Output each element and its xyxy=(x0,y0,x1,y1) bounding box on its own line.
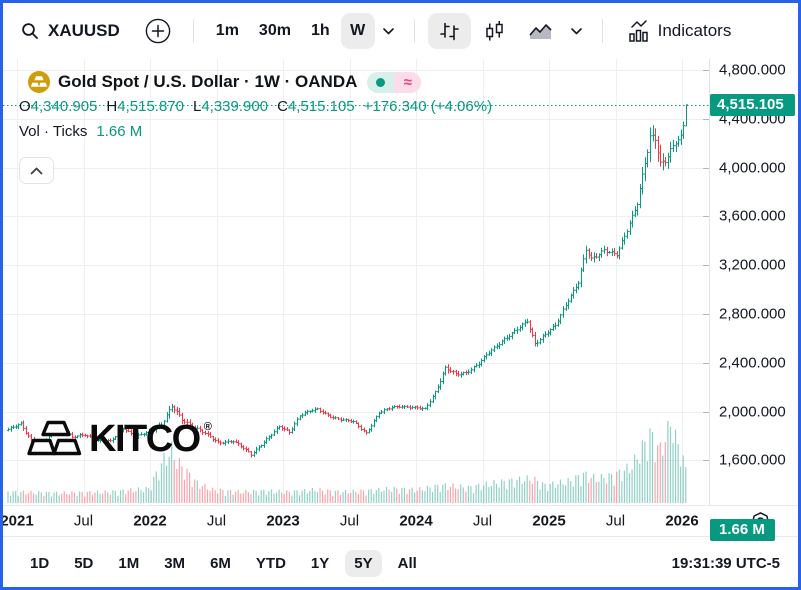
range-5y-button[interactable]: 5Y xyxy=(345,549,382,577)
time-axis-label: Jul xyxy=(472,512,493,530)
toolbar-separator xyxy=(601,19,603,43)
kitco-logo-text: KITCO xyxy=(89,417,201,460)
search-icon xyxy=(21,22,39,40)
price-axis-label: 2,000.000 xyxy=(719,403,786,421)
clock-label: 19:31:39 UTC-5 xyxy=(671,554,780,572)
bars-chart-icon xyxy=(437,19,462,44)
time-axis-label: 2025 xyxy=(532,512,566,530)
time-axis-label: 2023 xyxy=(266,512,300,530)
price-axis-label: 4,800.000 xyxy=(719,61,786,79)
interval-1w-button[interactable]: W xyxy=(340,13,375,49)
chart-area[interactable]: Gold Spot / U.S. Dollar · 1W · OANDA ≈ O… xyxy=(3,59,798,541)
price-axis-label: 2,400.000 xyxy=(719,354,786,372)
current-price-badge: 4,515.105 xyxy=(710,93,795,116)
area-chart-icon xyxy=(527,20,554,42)
market-status-pills: ≈ xyxy=(367,71,422,93)
range-ytd-button[interactable]: YTD xyxy=(247,550,295,577)
price-axis-label: 2,800.000 xyxy=(719,305,786,323)
time-axis-label: 2026 xyxy=(665,512,699,530)
chevron-up-icon xyxy=(30,167,43,175)
kitco-goldbars-icon xyxy=(27,419,85,458)
kitco-watermark: KITCO ® xyxy=(27,419,212,458)
time-axis-label: 2021 xyxy=(3,512,34,530)
high-value: H4,515.870 xyxy=(106,98,184,115)
indicators-label: Indicators xyxy=(657,21,732,40)
chart-type-menu-button[interactable] xyxy=(565,13,589,49)
interval-menu-button[interactable] xyxy=(377,13,401,49)
price-axis-label: 3,200.000 xyxy=(719,256,786,274)
time-axis[interactable]: 2021 Jul 2022 Jul 2023 Jul 2024 Jul 2025 Jul 2026 xyxy=(3,505,798,536)
gold-symbol-icon xyxy=(28,71,50,93)
chart-legend: Gold Spot / U.S. Dollar · 1W · OANDA ≈ O… xyxy=(19,71,492,184)
market-status-pill[interactable] xyxy=(367,71,395,93)
compare-add-button[interactable] xyxy=(136,13,180,49)
chevron-down-icon xyxy=(571,27,582,35)
chart-type-candles-button[interactable] xyxy=(473,13,516,49)
time-axis-label: 2022 xyxy=(133,512,167,530)
collapse-pane-button[interactable] xyxy=(19,157,54,184)
range-3m-button[interactable]: 3M xyxy=(155,550,194,577)
candles-chart-icon xyxy=(482,19,507,44)
chart-type-area-button[interactable] xyxy=(518,13,563,49)
time-axis-label: Jul xyxy=(605,512,626,530)
approx-icon: ≈ xyxy=(403,73,412,91)
range-1y-button[interactable]: 1Y xyxy=(302,550,338,577)
time-axis-label: Jul xyxy=(73,512,94,530)
market-open-dot-icon xyxy=(376,77,386,87)
toolbar-separator xyxy=(192,19,194,43)
change-value: +176.340 (+4.06%) xyxy=(363,98,493,115)
symbol-label: XAUUSD xyxy=(48,21,120,40)
volume-value: 1.66 M xyxy=(96,123,143,140)
range-6m-button[interactable]: 6M xyxy=(201,550,240,577)
volume-row: Vol · Ticks 1.66 M xyxy=(19,123,492,140)
time-axis-label: Jul xyxy=(339,512,360,530)
range-1m-button[interactable]: 1M xyxy=(109,550,148,577)
price-axis-label: 3,600.000 xyxy=(719,207,786,225)
volume-badge: 1.66 M xyxy=(710,519,775,541)
interval-1h-button[interactable]: 1h xyxy=(302,13,339,49)
price-chart-canvas[interactable] xyxy=(3,59,710,505)
toolbar-separator xyxy=(413,19,415,43)
low-value: L4,339.900 xyxy=(192,98,269,115)
symbol-title: Gold Spot / U.S. Dollar · 1W · OANDA xyxy=(58,72,358,91)
symbol-info-row[interactable]: Gold Spot / U.S. Dollar · 1W · OANDA ≈ xyxy=(19,71,492,93)
bottom-toolbar: 1D 5D 1M 3M 6M YTD 1Y 5Y All 19:31:39 UTC-5 xyxy=(3,536,798,587)
range-all-button[interactable]: All xyxy=(389,550,426,577)
top-toolbar: XAUUSD 1m 30m 1h W xyxy=(3,3,798,59)
price-axis-label: 4,000.000 xyxy=(719,159,786,177)
open-value: O4,340.905 xyxy=(19,98,98,115)
time-axis-label: 2024 xyxy=(399,512,433,530)
delayed-data-pill[interactable]: ≈ xyxy=(394,71,422,93)
interval-1m-button[interactable]: 1m xyxy=(207,13,248,49)
interval-30m-button[interactable]: 30m xyxy=(250,13,300,49)
chart-type-bars-button[interactable] xyxy=(427,13,471,49)
indicators-button[interactable]: Indicators xyxy=(616,13,741,49)
range-1d-button[interactable]: 1D xyxy=(21,550,58,577)
range-5d-button[interactable]: 5D xyxy=(65,550,102,577)
time-axis-label: Jul xyxy=(206,512,227,530)
indicators-icon xyxy=(625,19,652,44)
close-value: C4,515.105 xyxy=(277,98,355,115)
chevron-down-icon xyxy=(383,27,394,35)
registered-mark: ® xyxy=(203,421,212,433)
price-axis[interactable]: 4,800.000 4,400.000 4,000.000 3,600.000 3,20… xyxy=(709,59,798,541)
symbol-search-button[interactable]: XAUUSD xyxy=(15,13,126,49)
price-axis-label: 1,600.000 xyxy=(719,451,786,469)
volume-label: Vol · Ticks xyxy=(19,123,88,140)
ohlc-values-row: O4,340.905 H4,515.870 L4,339.900 C4,515.… xyxy=(19,98,492,115)
plus-circle-icon xyxy=(145,18,171,44)
